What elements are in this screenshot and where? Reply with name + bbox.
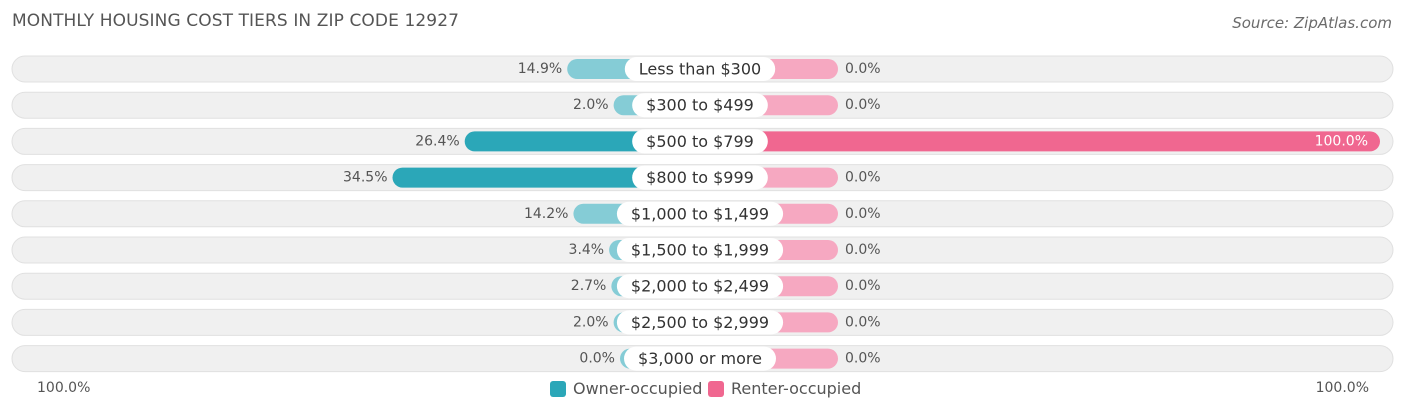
value-label-renter: 0.0% — [845, 314, 881, 330]
value-label-renter: 0.0% — [845, 278, 881, 294]
chart-title: MONTHLY HOUSING COST TIERS IN ZIP CODE 1… — [12, 11, 460, 31]
value-label-owner: 34.5% — [343, 170, 387, 186]
category-label: $300 to $499 — [646, 96, 754, 115]
category-label: $2,500 to $2,999 — [631, 313, 769, 332]
legend-label-renter: Renter-occupied — [731, 379, 862, 398]
legend-swatch-renter — [708, 380, 724, 397]
value-label-renter: 0.0% — [845, 61, 881, 77]
value-label-owner: 2.7% — [571, 278, 607, 294]
category-label-bg — [624, 346, 776, 371]
category-label-bg — [616, 274, 784, 299]
category-label-bg — [632, 165, 768, 190]
category-label-bg — [632, 93, 768, 118]
axis-right-label: 100.0% — [1315, 380, 1369, 396]
bar-owner — [392, 167, 700, 188]
legend-item-renter: Renter-occupied — [708, 379, 861, 398]
axis-left-label: 100.0% — [37, 380, 91, 396]
category-label: $1,000 to $1,499 — [631, 204, 769, 223]
chart-source: Source: ZipAtlas.com — [1232, 14, 1392, 32]
category-label-bg — [616, 310, 784, 335]
legend-item-owner: Owner-occupied — [550, 379, 702, 398]
category-label-bg — [616, 201, 784, 226]
value-label-renter: 0.0% — [845, 97, 881, 113]
category-label-bg — [632, 129, 768, 154]
value-label-renter: 0.0% — [845, 351, 881, 367]
value-label-owner: 14.9% — [518, 61, 562, 77]
category-label-bg — [616, 238, 784, 262]
value-label-renter: 100.0% — [1315, 133, 1368, 149]
value-label-renter: 0.0% — [845, 206, 881, 222]
category-label: $1,500 to $1,999 — [631, 241, 769, 260]
category-label-bg — [624, 57, 776, 81]
value-label-owner: 3.4% — [569, 242, 605, 258]
value-label-owner: 0.0% — [579, 351, 615, 367]
category-label: $2,000 to $2,499 — [631, 277, 769, 296]
value-label-renter: 0.0% — [845, 170, 881, 186]
category-label: $800 to $999 — [646, 168, 754, 187]
legend-label-owner: Owner-occupied — [573, 379, 703, 398]
value-label-owner: 2.0% — [573, 97, 609, 113]
value-label-owner: 2.0% — [573, 314, 609, 330]
value-label-owner: 14.2% — [524, 206, 568, 222]
category-label: $3,000 or more — [638, 349, 762, 368]
bar-renter — [700, 131, 1380, 152]
category-label: $500 to $799 — [646, 132, 754, 151]
value-label-renter: 0.0% — [845, 242, 881, 258]
value-label-owner: 26.4% — [415, 133, 459, 149]
legend-swatch-owner — [550, 380, 566, 397]
category-label: Less than $300 — [639, 60, 761, 79]
